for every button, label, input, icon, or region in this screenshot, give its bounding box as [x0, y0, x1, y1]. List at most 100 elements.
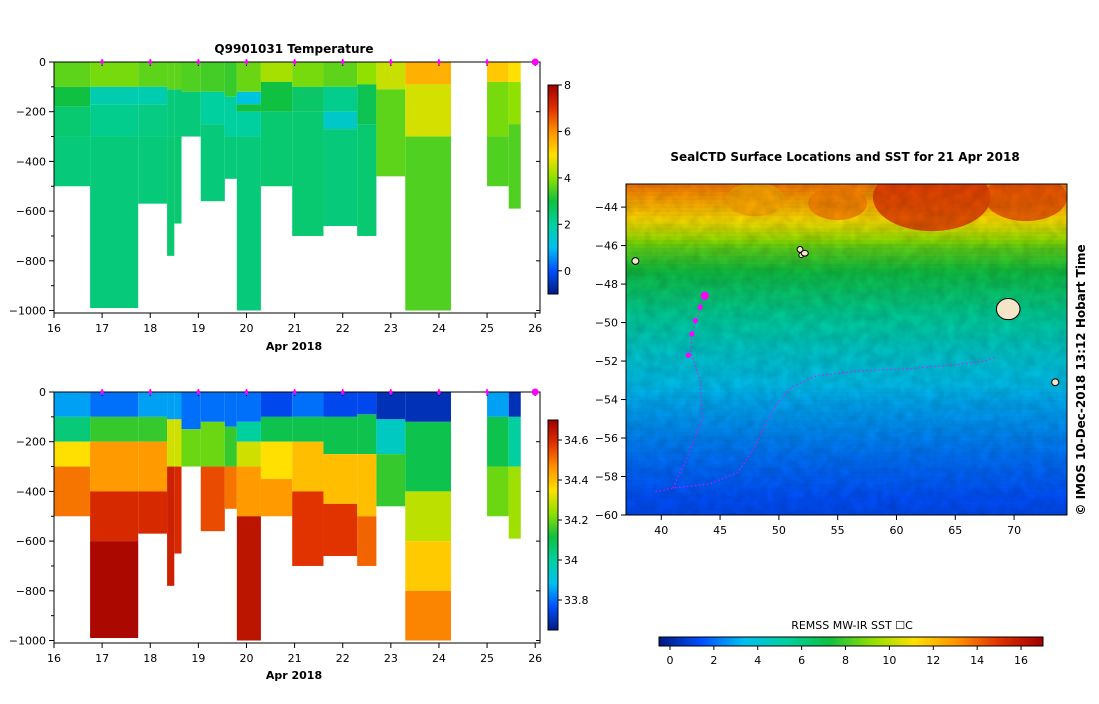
profile-marker-dot	[340, 390, 345, 394]
surface-location-point	[685, 352, 691, 358]
x-tick-label: 19	[191, 652, 205, 665]
profile-cell	[167, 89, 175, 137]
profile-marker-dot	[244, 390, 249, 394]
x-tick-label: 22	[336, 652, 350, 665]
temperature-colorbar: 0 2 4 6 8	[547, 79, 571, 295]
profile-cell	[90, 416, 139, 442]
sst-colorbar-tick-label: 0	[666, 654, 673, 667]
track-line	[655, 356, 997, 493]
profile-marker-dot	[531, 388, 539, 396]
profile-cell	[200, 392, 225, 422]
salinity-x-axis: 16 17 18 19 20 21 22 23 24 25 26	[47, 392, 542, 665]
profile-cell	[292, 392, 324, 417]
profile-cell	[236, 441, 261, 467]
sst-map-plot: SealCTD Surface Locations and SST for 21…	[595, 150, 1088, 667]
profile-marker-dot	[148, 390, 153, 394]
profile-cell	[236, 421, 261, 442]
x-tick-label: 23	[384, 322, 398, 335]
island	[796, 246, 804, 253]
profile-cell	[54, 106, 91, 137]
profile-cell	[167, 392, 175, 420]
lat-tick-label: −54	[595, 394, 618, 407]
profile-cell	[224, 466, 237, 509]
profile-cell	[260, 441, 293, 479]
x-tick-label: 24	[432, 322, 446, 335]
island	[1051, 378, 1060, 387]
profile-cell	[376, 89, 406, 177]
x-tick-label: 26	[528, 322, 542, 335]
profile-marker-dot	[389, 390, 393, 394]
profile-cell	[90, 62, 139, 87]
colorbar-tick-label: 4	[564, 172, 571, 185]
profile-cell	[405, 541, 451, 591]
temperature-profile-markers	[100, 58, 539, 66]
profile-cell	[181, 429, 201, 467]
profile-cell	[357, 516, 377, 566]
lon-tick-label: 55	[831, 524, 845, 537]
profile-cell	[138, 104, 168, 137]
lat-tick-label: −46	[595, 240, 618, 253]
colorbar-tick-label: 2	[564, 218, 571, 231]
lon-tick-label: 40	[654, 524, 668, 537]
salinity-profile-markers	[100, 388, 539, 396]
profile-cell	[224, 96, 237, 137]
profile-marker-dot	[196, 390, 201, 394]
profile-cell	[323, 129, 358, 227]
surface-locations	[685, 291, 709, 358]
sst-colorbar-tick-label: 6	[798, 654, 805, 667]
profile-cell	[508, 466, 521, 539]
profile-cell	[323, 111, 358, 130]
y-tick-label: −800	[16, 585, 46, 598]
profile-cell	[405, 62, 451, 85]
profile-marker-dot	[531, 58, 539, 66]
profile-cell	[90, 491, 139, 542]
colorbar-tick-label: 33.8	[564, 594, 589, 607]
colorbar-tick-label: 34.6	[564, 434, 589, 447]
sst-colorbar-tick-label: 8	[842, 654, 849, 667]
profile-cell	[292, 86, 324, 112]
profile-cell	[487, 416, 509, 467]
profile-cell	[138, 62, 168, 87]
profile-cell	[174, 419, 182, 467]
lat-tick-label: −50	[595, 317, 618, 330]
y-tick-label: −1000	[9, 305, 46, 318]
surface-location-point	[700, 291, 709, 300]
profile-cell	[487, 81, 509, 137]
lon-tick-label: 50	[772, 524, 786, 537]
profile-cell	[405, 421, 451, 492]
profile-cell	[323, 503, 358, 557]
x-tick-label: 21	[288, 322, 302, 335]
salinity-x-axis-label: Apr 2018	[266, 669, 322, 682]
y-tick-label: −200	[16, 106, 46, 119]
salinity-profiles	[54, 392, 521, 641]
x-tick-label: 20	[239, 322, 253, 335]
profile-cell	[236, 516, 261, 641]
profile-cell	[405, 491, 451, 542]
profile-cell	[54, 466, 91, 517]
y-tick-label: 0	[39, 56, 46, 69]
profile-marker-dot	[437, 60, 441, 64]
profile-cell	[508, 392, 521, 417]
profile-cell	[323, 86, 358, 112]
profile-cell	[138, 416, 168, 442]
y-tick-label: −400	[16, 155, 46, 168]
profile-cell	[200, 91, 225, 125]
profile-cell	[260, 81, 293, 112]
y-tick-label: −800	[16, 255, 46, 268]
profile-cell	[357, 392, 377, 415]
profile-cell	[405, 84, 451, 137]
profile-marker-dot	[485, 390, 489, 394]
longitude-axis: 40 45 50 55 60 65 70	[654, 515, 1021, 537]
profile-cell	[236, 466, 261, 517]
profile-cell	[54, 62, 91, 87]
profile-cell	[260, 416, 293, 442]
y-tick-label: −600	[16, 535, 46, 548]
lat-tick-label: −44	[595, 201, 618, 214]
sst-colorbar: REMSS MW-IR SST ☐C 0 2 4 6 8 10 12 14 16	[658, 619, 1044, 667]
temperature-profiles	[54, 62, 521, 311]
profile-cell	[90, 104, 139, 137]
x-tick-label: 25	[480, 652, 494, 665]
profile-cell	[357, 62, 377, 85]
y-tick-label: −1000	[9, 635, 46, 648]
island	[631, 257, 640, 265]
